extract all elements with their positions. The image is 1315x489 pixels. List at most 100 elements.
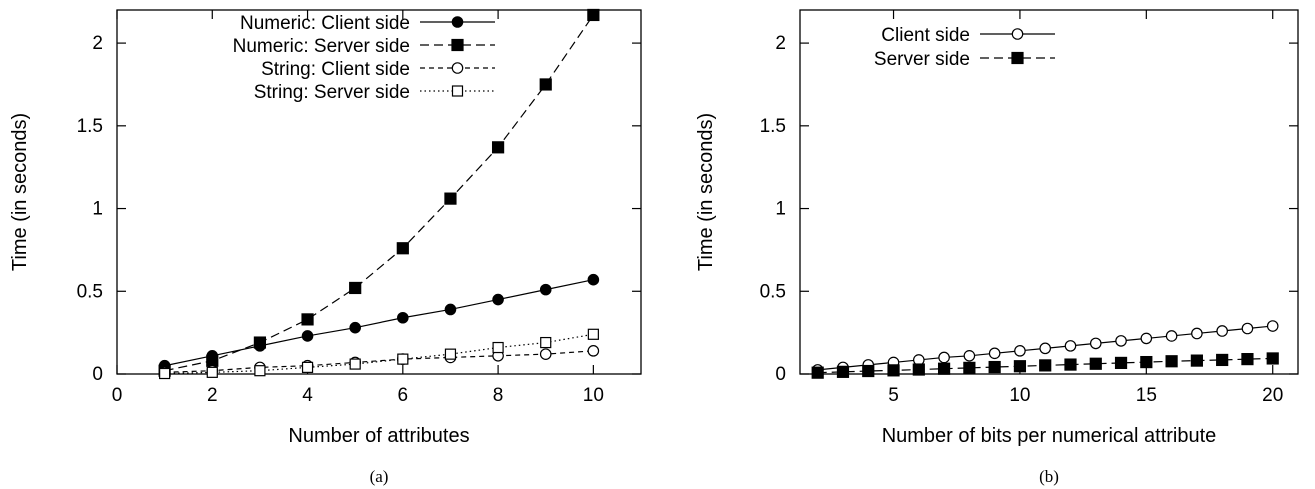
y-tick-label: 1.5 [77,116,103,137]
data-point [1064,340,1077,352]
series-line [164,279,594,367]
x-axis-label: Number of bits per numerical attribute [882,425,1217,447]
data-point [206,354,219,367]
data-point [937,362,951,375]
data-point [1266,352,1279,365]
data-point [254,365,266,377]
data-point [1013,360,1027,373]
data-point [1191,327,1203,340]
x-tick-label: 4 [302,385,313,406]
data-point [1064,358,1077,371]
plot-frame [799,9,1299,375]
data-point [587,273,600,286]
legend-label: String: Server side [254,82,410,103]
data-point [539,78,552,91]
data-point [1014,345,1026,357]
data-point [539,348,552,360]
series [811,320,1279,376]
data-point [159,367,171,380]
series [158,345,600,379]
data-point [1114,356,1128,370]
data-point [836,365,850,378]
data-point [301,330,314,342]
data-point [887,364,900,377]
data-point [587,8,600,22]
y-axis-label: Time (in seconds) [695,113,717,271]
data-point [1241,353,1254,366]
legend-label: Numeric: Server side [233,36,410,57]
data-point [1190,354,1203,367]
x-tick-label: 10 [1009,385,1030,406]
data-point [1140,332,1153,345]
data-point [444,348,457,360]
series [158,273,600,372]
data-point [912,363,925,376]
data-point [1039,342,1052,355]
caption: (a) [370,467,389,486]
ticks: 0 0.5 1 1.5 2 0 2 4 6 8 10 [77,10,641,406]
data-point [349,358,361,370]
data-point [444,192,457,205]
data-point [963,349,976,362]
data-point [396,242,409,255]
x-tick-label: 20 [1262,385,1283,406]
legend-marker [451,85,464,97]
legend-item: Server side [874,49,1055,70]
legend-label: Server side [874,49,970,70]
data-point [301,361,314,373]
caption: (b) [1039,467,1059,486]
data-point [1089,357,1102,370]
data-point [1165,330,1178,342]
plot-frame [116,9,642,375]
legend-marker [451,62,464,74]
data-point [1165,355,1178,368]
y-tick-label: 0 [775,364,786,385]
legend-marker [451,38,464,52]
legend-item: Client side [881,25,1055,46]
data-point [492,293,504,306]
ticks: 0 0.5 1 1.5 2 5 10 15 20 [760,10,1298,406]
y-tick-label: 1.5 [760,116,786,137]
legend-label: Numeric: Client side [240,13,410,34]
series-line [164,333,594,375]
legend: Client side Server side [874,25,1055,70]
data-point [349,321,361,334]
x-axis-label: Number of attributes [288,425,469,447]
data-point [988,347,1001,360]
y-tick-label: 0.5 [760,281,786,302]
legend-item: Numeric: Server side [233,36,495,57]
x-tick-label: 2 [207,385,218,406]
series-layer [811,320,1279,379]
y-tick-label: 2 [775,33,786,54]
x-tick-label: 10 [583,385,604,406]
y-tick-label: 1 [92,199,103,220]
data-point [938,351,950,364]
x-tick-label: 0 [112,385,123,406]
chart-panel-a: 00.511.520 2 4 6 8 10 Numeric: Client sideNum… [9,8,642,486]
data-point [540,336,552,349]
data-point [963,361,976,374]
legend-item: String: Server side [254,82,495,103]
data-point [1140,355,1153,369]
legend-marker [1011,28,1024,40]
data-point [206,366,218,378]
y-tick-label: 0 [92,364,103,385]
data-point [349,281,362,295]
data-point [397,311,409,324]
x-tick-label: 5 [888,385,899,406]
data-point [1216,353,1229,367]
y-tick-label: 0.5 [77,281,103,302]
y-axis-label: Time (in seconds) [9,113,31,271]
data-point [539,283,552,296]
legend-label: String: Client side [261,59,410,80]
series-line [164,14,594,372]
data-point [1241,322,1254,335]
x-tick-label: 15 [1136,385,1157,406]
data-point [397,353,409,365]
data-point [587,345,600,357]
data-point [1089,337,1102,350]
data-point [492,341,504,354]
y-tick-label: 1 [775,199,786,220]
